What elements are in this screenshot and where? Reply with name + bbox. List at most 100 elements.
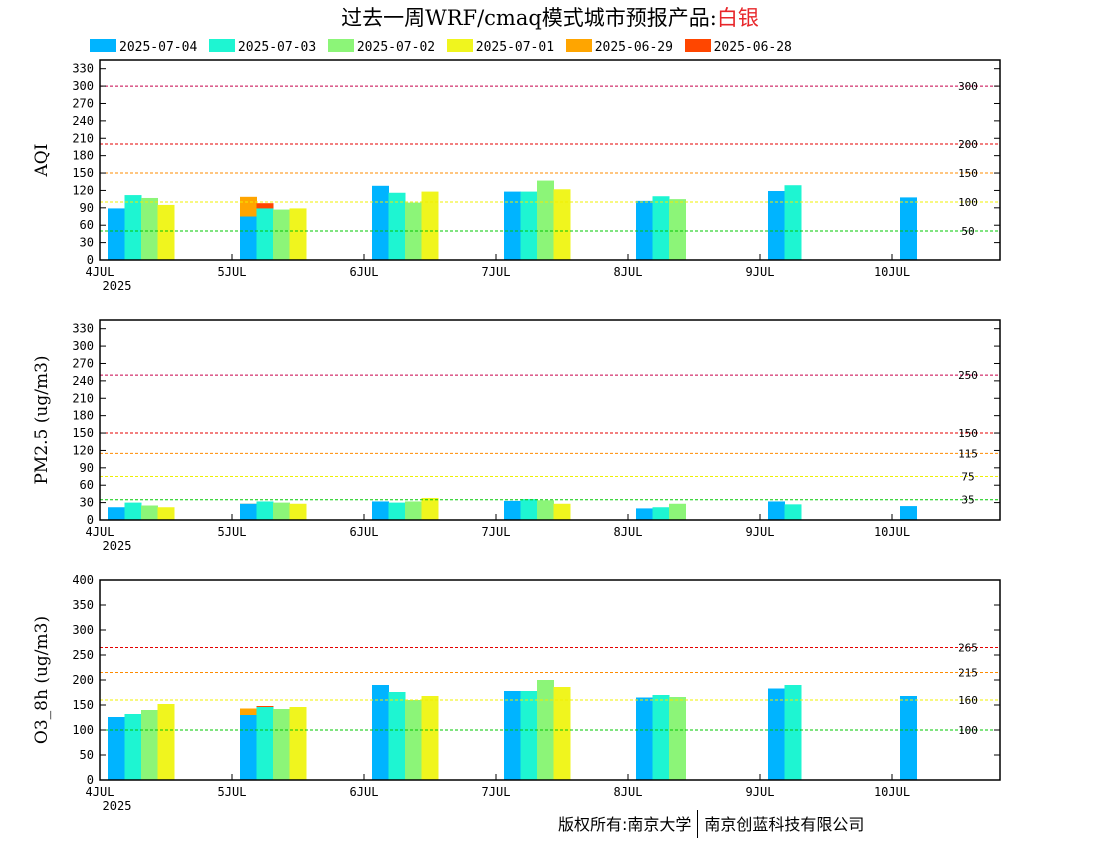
threshold-label: 100 (958, 724, 978, 737)
bar (273, 502, 290, 520)
y-tick-label: 400 (72, 573, 94, 587)
bar (141, 197, 158, 260)
bar (421, 696, 439, 780)
bar (289, 707, 307, 780)
bar (388, 192, 406, 260)
bar (784, 504, 802, 520)
x-year-label: 2025 (103, 539, 132, 553)
bar (405, 501, 422, 520)
x-tick-label: 10JUL (874, 785, 910, 799)
x-tick-label: 9JUL (746, 785, 775, 799)
x-tick-label: 4JUL (86, 265, 115, 279)
y-tick-label: 60 (80, 478, 94, 492)
x-tick-label: 8JUL (614, 785, 643, 799)
y-tick-label: 90 (80, 461, 94, 475)
bar (520, 499, 538, 520)
bar (289, 503, 307, 520)
legend: 2025-07-04 2025-07-03 2025-07-02 2025-07… (90, 36, 794, 55)
bar (372, 501, 389, 520)
y-tick-label: 240 (72, 374, 94, 388)
copyright-left: 版权所有:南京大学 (558, 815, 692, 834)
bar (240, 503, 257, 520)
bar (652, 507, 670, 520)
y-tick-label: 330 (72, 322, 94, 336)
y-tick-label: 120 (72, 183, 94, 197)
bar (273, 209, 290, 260)
legend-item: 2025-07-04 (90, 36, 199, 55)
y-tick-label: 240 (72, 114, 94, 128)
y-tick-label: 210 (72, 131, 94, 145)
copyright-right: 南京创蓝科技有限公司 (704, 815, 865, 834)
threshold-label: 50 (961, 225, 974, 238)
bar (256, 707, 274, 780)
plot-frame (99, 319, 1001, 521)
y-tick-label: 150 (72, 426, 94, 440)
y-tick-label: 0 (87, 513, 94, 527)
legend-item: 2025-07-03 (208, 36, 318, 55)
x-tick-label: 4JUL (86, 785, 115, 799)
y-tick-label: 100 (72, 723, 94, 737)
bar (652, 695, 670, 780)
x-tick-label: 5JUL (218, 525, 247, 539)
bar (636, 697, 653, 780)
bar (553, 687, 571, 780)
y-tick-label: 150 (72, 166, 94, 180)
x-tick-label: 4JUL (86, 525, 115, 539)
y-tick-label: 200 (72, 673, 94, 687)
x-tick-label: 8JUL (614, 525, 643, 539)
bar (537, 180, 554, 260)
y-axis-label: O3_8h (ug/m3) (32, 616, 52, 744)
y-axis-label: AQI (32, 144, 52, 178)
bar (157, 204, 175, 260)
bar (669, 199, 686, 260)
y-tick-label: 60 (80, 218, 94, 232)
x-tick-label: 6JUL (350, 785, 379, 799)
title-city: 白银 (716, 6, 759, 30)
x-tick-label: 7JUL (482, 265, 511, 279)
threshold-label: 150 (958, 167, 978, 180)
bar (421, 497, 439, 520)
bar (108, 717, 125, 780)
footer-divider (697, 810, 699, 838)
y-tick-label: 120 (72, 443, 94, 457)
legend-swatch (684, 39, 711, 52)
x-tick-label: 7JUL (482, 785, 511, 799)
x-tick-label: 8JUL (614, 265, 643, 279)
bar (108, 507, 125, 520)
bar (141, 710, 158, 780)
bar (388, 692, 406, 780)
y-tick-label: 300 (72, 623, 94, 637)
bar (372, 685, 389, 780)
x-tick-label: 6JUL (350, 265, 379, 279)
bar (768, 501, 785, 520)
y-tick-label: 180 (72, 409, 94, 423)
threshold-label: 200 (958, 138, 978, 151)
legend-label: 2025-07-03 (237, 40, 317, 55)
y-tick-label: 50 (80, 748, 94, 762)
y-tick-label: 300 (72, 339, 94, 353)
y-tick-label: 250 (72, 648, 94, 662)
bar (900, 696, 917, 780)
x-tick-label: 5JUL (218, 265, 247, 279)
threshold-label: 35 (961, 494, 974, 507)
chart-panel: 265 215 160 100 0 50 100 150 200 250 300 350 400 4JUL… (32, 573, 1001, 813)
y-tick-label: 300 (72, 79, 94, 93)
y-tick-label: 270 (72, 356, 94, 370)
bar (504, 191, 521, 260)
bar (520, 691, 538, 780)
y-tick-label: 330 (72, 62, 94, 76)
y-tick-label: 90 (80, 201, 94, 215)
bar (504, 691, 521, 780)
x-tick-label: 9JUL (746, 265, 775, 279)
threshold-label: 250 (958, 369, 978, 382)
bar (124, 502, 142, 520)
legend-label: 2025-06-28 (713, 40, 792, 55)
y-tick-label: 0 (87, 773, 94, 787)
bar (421, 191, 439, 260)
bar (553, 189, 571, 260)
legend-item: 2025-06-29 (565, 36, 675, 55)
y-tick-label: 180 (72, 149, 94, 163)
x-tick-label: 10JUL (874, 525, 910, 539)
bar (273, 709, 290, 780)
